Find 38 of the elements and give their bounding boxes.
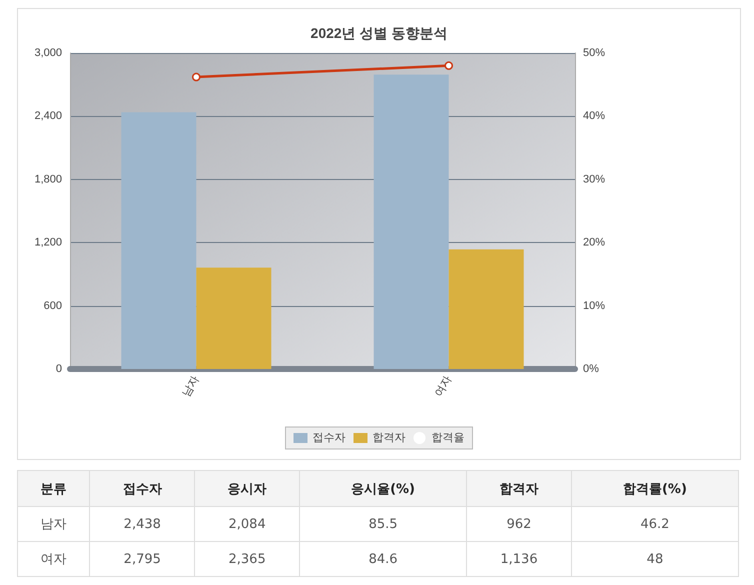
text: 1,136 xyxy=(500,552,538,566)
y-tick-label: 1,800 xyxy=(34,173,62,186)
text: 46.2 xyxy=(640,516,670,532)
bar xyxy=(448,249,524,369)
y2-tick-label: 20% xyxy=(583,236,606,249)
category-label: 여자 xyxy=(40,552,67,567)
y-tick-label: 600 xyxy=(44,300,62,312)
text: 48 xyxy=(646,552,664,566)
bar xyxy=(196,268,272,369)
y-tick-label: 2,400 xyxy=(34,110,62,122)
chart-title: 2022년 성별 동향분석 xyxy=(310,25,448,41)
text: 84.6 xyxy=(368,552,398,566)
text: 2,795 xyxy=(124,552,161,566)
text: 2,438 xyxy=(124,516,161,532)
text: 85.5 xyxy=(368,516,398,532)
y2-tick-label: 50% xyxy=(583,47,606,59)
y2-tick-label: 0% xyxy=(583,363,600,375)
y2-tick-label: 10% xyxy=(583,300,606,312)
category-label: 남자 xyxy=(40,517,67,532)
y-tick-label: 3,000 xyxy=(34,47,62,59)
text: 분류 xyxy=(18,470,90,506)
text: 962 xyxy=(506,516,532,532)
text: 2,365 xyxy=(228,552,266,566)
y2-tick-label: 30% xyxy=(583,173,606,186)
y2-tick-label: 40% xyxy=(583,110,606,122)
text: 2,084 xyxy=(228,516,266,532)
legend-label: 합격율 xyxy=(432,432,464,444)
bar xyxy=(121,112,196,369)
category-label: 합격자 xyxy=(466,470,572,506)
category-label: 응시율(%) xyxy=(300,470,467,506)
category-label: 합격률(%) xyxy=(571,470,738,506)
y-tick-label: 1,200 xyxy=(34,236,62,249)
category-label: 접수자 xyxy=(90,470,195,506)
y-tick-label: 0 xyxy=(56,363,62,375)
bar xyxy=(374,74,449,369)
legend-label: 합격자 xyxy=(372,432,406,444)
legend-label: 접수자 xyxy=(312,432,346,444)
category-label: 응시자 xyxy=(194,470,300,506)
